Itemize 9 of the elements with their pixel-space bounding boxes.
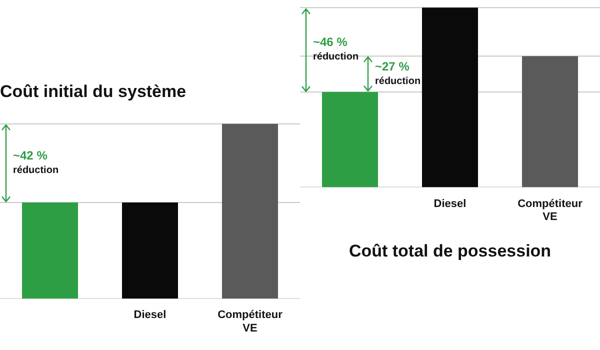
annotation: ~42 % réduction <box>13 148 59 176</box>
annotation: ~46 % réduction <box>313 35 359 63</box>
x-tick-label: Compétiteur VE <box>218 309 284 334</box>
chart-title: Coût initial du système <box>0 82 186 101</box>
text: Coût total de possession <box>348 241 552 260</box>
x-tick-label: Diesel <box>134 309 166 322</box>
x-tick-label: Diesel <box>434 198 466 210</box>
x-tick-label: Compétiteur VE <box>518 198 584 224</box>
annotation: ~27 % réduction <box>375 59 421 87</box>
